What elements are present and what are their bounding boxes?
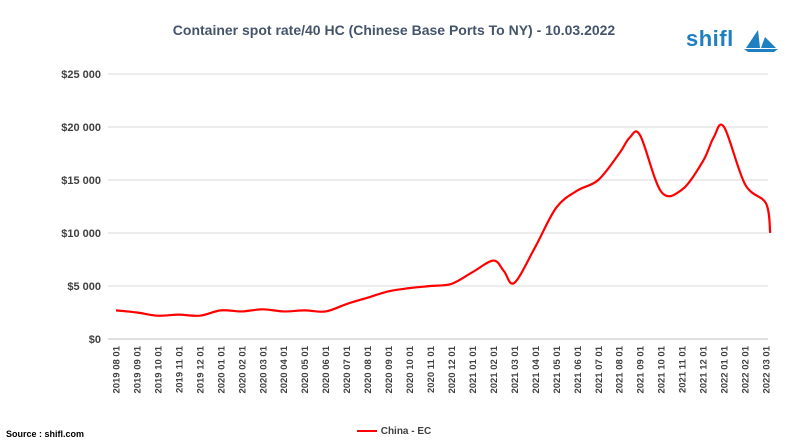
x-tick-label: 2021 08 01 bbox=[615, 345, 626, 393]
x-tick-label: 2020 03 01 bbox=[258, 345, 269, 393]
chart-title: Container spot rate/40 HC (Chinese Base … bbox=[172, 22, 616, 38]
x-tick-label: 2021 09 01 bbox=[636, 345, 647, 393]
legend-label: China - EC bbox=[380, 426, 432, 437]
series-line-china-ec bbox=[115, 123, 772, 317]
x-tick-label: 2022 03 01 bbox=[762, 345, 773, 393]
x-tick-label: 2021 11 01 bbox=[678, 345, 689, 393]
x-axis-ticks: 2019 08 01 2019 09 01 2019 10 01 2019 11 01… bbox=[112, 345, 773, 393]
logo-text: shifl bbox=[686, 26, 734, 51]
x-tick-label: 2020 07 01 bbox=[342, 345, 353, 393]
source-note: Source : shifl.com bbox=[6, 429, 85, 439]
x-tick-label: 2021 03 01 bbox=[510, 345, 521, 393]
gridlines bbox=[108, 73, 768, 340]
x-tick-label: 2022 01 01 bbox=[720, 345, 731, 393]
x-tick-label: 2020 06 01 bbox=[321, 345, 332, 393]
x-tick-label: 2020 10 01 bbox=[405, 345, 416, 393]
x-tick-label: 2021 10 01 bbox=[657, 345, 668, 393]
y-tick-label: $20 000 bbox=[61, 122, 101, 134]
series-lines bbox=[115, 123, 772, 317]
x-tick-label: 2019 09 01 bbox=[132, 345, 143, 393]
x-tick-label: 2019 12 01 bbox=[195, 345, 206, 393]
x-tick-label: 2021 07 01 bbox=[594, 345, 605, 393]
x-tick-label: 2020 04 01 bbox=[279, 345, 290, 393]
x-tick-label: 2020 09 01 bbox=[384, 345, 395, 393]
ship-icon bbox=[744, 30, 778, 52]
x-tick-label: 2020 02 01 bbox=[237, 345, 248, 393]
y-tick-label: $15 000 bbox=[61, 175, 101, 187]
x-tick-label: 2020 11 01 bbox=[426, 345, 437, 393]
x-tick-label: 2019 10 01 bbox=[153, 345, 164, 393]
x-tick-label: 2021 02 01 bbox=[489, 345, 500, 393]
x-tick-label: 2020 05 01 bbox=[300, 345, 311, 393]
y-tick-label: $25 000 bbox=[61, 69, 101, 81]
x-tick-label: 2021 05 01 bbox=[552, 345, 563, 393]
x-tick-label: 2020 12 01 bbox=[447, 345, 458, 393]
y-tick-label: $5 000 bbox=[67, 281, 101, 293]
x-tick-label: 2020 01 01 bbox=[216, 345, 227, 393]
x-tick-label: 2021 06 01 bbox=[573, 345, 584, 393]
x-tick-label: 2019 08 01 bbox=[112, 345, 123, 393]
x-tick-label: 2021 12 01 bbox=[699, 345, 710, 393]
legend-swatch bbox=[356, 430, 377, 433]
x-tick-label: 2022 02 01 bbox=[741, 345, 752, 393]
x-tick-label: 2019 11 01 bbox=[174, 345, 185, 393]
x-tick-label: 2021 01 01 bbox=[468, 345, 479, 393]
y-axis-ticks: $0 $5 000 $10 000 $15 000 $20 000 $25 000 bbox=[61, 69, 101, 346]
legend: China - EC bbox=[0, 426, 788, 437]
x-tick-label: 2020 08 01 bbox=[363, 345, 374, 393]
y-tick-label: $10 000 bbox=[61, 228, 101, 240]
shifl-logo: shifl bbox=[686, 26, 778, 56]
x-tick-label: 2021 04 01 bbox=[531, 345, 542, 393]
y-tick-label: $0 bbox=[89, 334, 101, 346]
